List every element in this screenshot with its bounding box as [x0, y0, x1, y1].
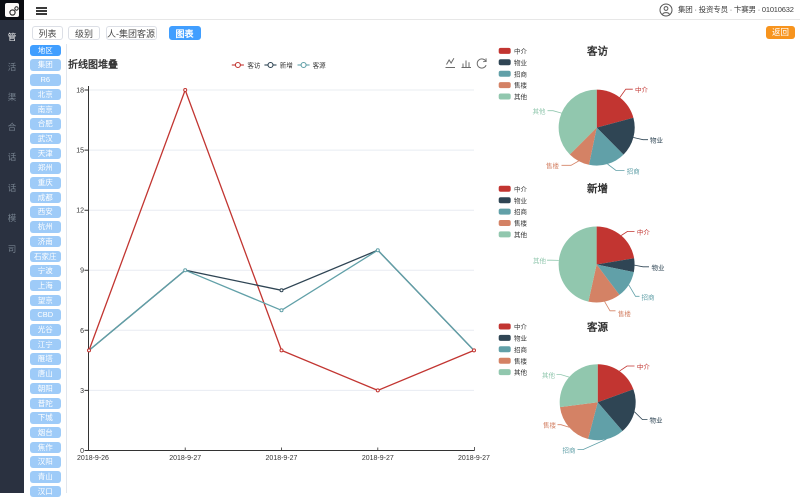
svg-text:2018-9-27: 2018-9-27 — [362, 455, 394, 462]
svg-text:中介: 中介 — [514, 184, 528, 193]
svg-text:2018-9-27: 2018-9-27 — [458, 455, 490, 462]
svg-text:售楼: 售楼 — [514, 219, 528, 228]
svg-text:客源: 客源 — [586, 321, 608, 334]
svg-text:物业: 物业 — [514, 196, 528, 205]
svg-text:15: 15 — [76, 148, 84, 155]
svg-text:售楼: 售楼 — [543, 421, 557, 430]
svg-text:2018-9-27: 2018-9-27 — [266, 455, 298, 462]
svg-text:0: 0 — [80, 448, 84, 455]
svg-text:招商: 招商 — [514, 69, 528, 78]
svg-text:售楼: 售楼 — [546, 161, 560, 170]
svg-text:物业: 物业 — [514, 334, 528, 343]
svg-text:客源: 客源 — [313, 60, 327, 69]
svg-text:中介: 中介 — [514, 322, 528, 331]
svg-text:招商: 招商 — [563, 446, 577, 455]
svg-text:客访: 客访 — [586, 45, 608, 58]
svg-text:招商: 招商 — [627, 167, 641, 176]
svg-text:2018-9-27: 2018-9-27 — [169, 455, 201, 462]
svg-text:中介: 中介 — [514, 47, 528, 56]
svg-text:折线图堆叠: 折线图堆叠 — [68, 58, 118, 71]
svg-text:招商: 招商 — [514, 345, 528, 354]
svg-text:招商: 招商 — [642, 292, 656, 301]
svg-text:新增: 新增 — [280, 60, 293, 69]
svg-text:售楼: 售楼 — [514, 356, 528, 365]
svg-text:18: 18 — [76, 88, 84, 95]
svg-text:其他: 其他 — [533, 107, 547, 116]
svg-text:其他: 其他 — [514, 92, 528, 101]
svg-text:9: 9 — [80, 268, 84, 275]
svg-text:其他: 其他 — [533, 256, 547, 265]
svg-text:中介: 中介 — [637, 362, 651, 371]
svg-text:售楼: 售楼 — [618, 309, 632, 318]
svg-text:6: 6 — [80, 328, 84, 335]
svg-text:物业: 物业 — [650, 136, 664, 145]
svg-text:3: 3 — [80, 388, 84, 395]
svg-text:中介: 中介 — [635, 85, 649, 94]
svg-text:其他: 其他 — [514, 368, 528, 377]
svg-text:售楼: 售楼 — [514, 81, 528, 90]
svg-text:物业: 物业 — [652, 263, 666, 272]
svg-text:新增: 新增 — [587, 182, 608, 195]
svg-text:中介: 中介 — [637, 227, 651, 236]
svg-text:物业: 物业 — [650, 416, 664, 425]
svg-text:招商: 招商 — [514, 207, 528, 216]
svg-text:客访: 客访 — [247, 60, 261, 69]
svg-text:物业: 物业 — [514, 58, 528, 67]
svg-text:12: 12 — [76, 208, 84, 215]
svg-text:其他: 其他 — [514, 230, 528, 239]
svg-text:其他: 其他 — [542, 371, 556, 380]
svg-text:2018-9-26: 2018-9-26 — [77, 455, 109, 462]
